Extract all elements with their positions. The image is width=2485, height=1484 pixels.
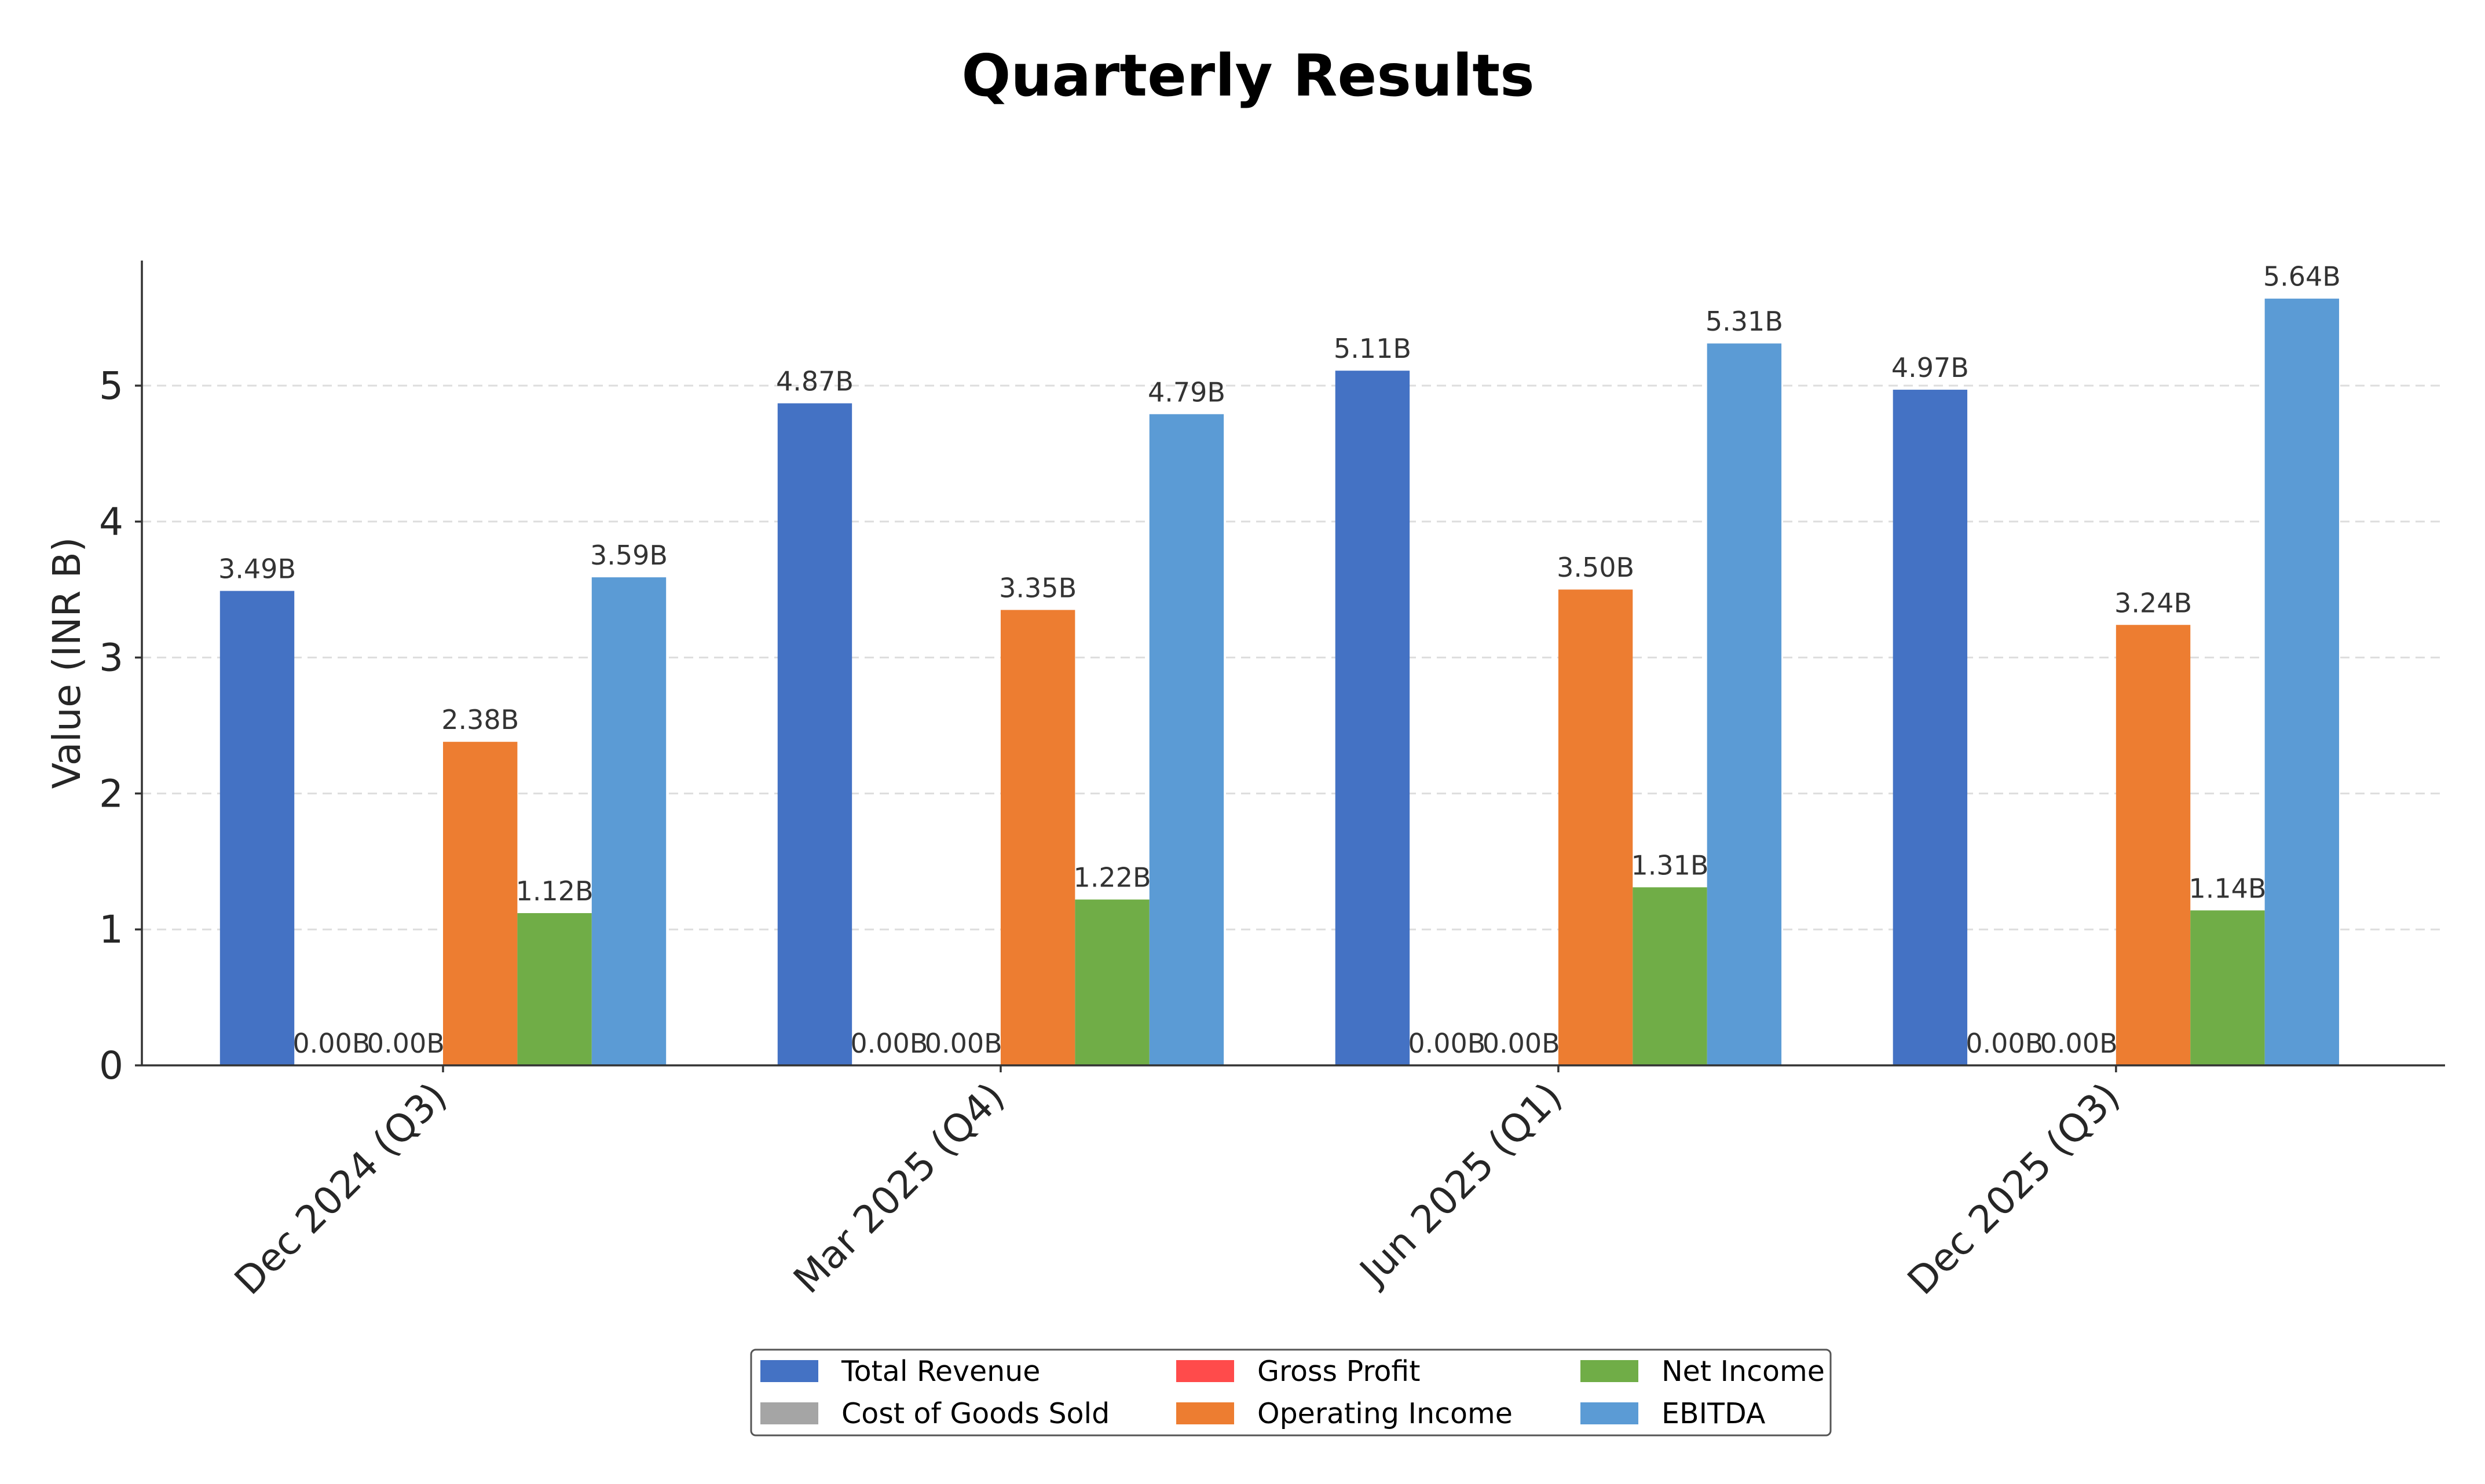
legend-label: Operating Income [1257, 1397, 1513, 1430]
bar [1149, 414, 1224, 1065]
data-label: 1.22B [1074, 862, 1151, 893]
bar [1707, 343, 1782, 1066]
data-label: 4.87B [776, 366, 854, 397]
bar [1000, 610, 1075, 1065]
data-label: 3.49B [218, 554, 296, 585]
bar [442, 742, 518, 1065]
bar [1335, 371, 1410, 1065]
bar [1558, 589, 1633, 1065]
bar [219, 591, 295, 1065]
data-label: 5.31B [1706, 306, 1783, 337]
grid-lines [142, 384, 2445, 930]
bar [2264, 298, 2340, 1066]
data-label: 3.59B [590, 540, 668, 571]
legend-label: Net Income [1661, 1355, 1825, 1388]
legend-swatch [1580, 1402, 1638, 1424]
bar [1893, 390, 1968, 1066]
y-tick-label: 4 [99, 500, 123, 544]
data-label: 1.14B [2188, 873, 2266, 904]
data-label: 4.79B [1148, 376, 1225, 408]
legend-swatch [1580, 1360, 1638, 1382]
x-tick-label: Dec 2024 (Q3) [226, 1074, 455, 1303]
y-tick-label: 2 [99, 771, 123, 816]
data-label: 3.35B [999, 572, 1077, 603]
bar [517, 913, 592, 1065]
y-tick-label: 0 [99, 1043, 123, 1088]
data-label: 0.00B [850, 1028, 928, 1059]
data-label: 0.00B [2040, 1028, 2118, 1059]
x-tick-label: Dec 2025 (Q3) [1899, 1074, 2128, 1303]
bar [777, 403, 852, 1066]
data-label: 0.00B [367, 1028, 445, 1059]
legend-label: Total Revenue [841, 1355, 1040, 1388]
y-tick-label: 1 [99, 907, 123, 952]
y-tick-label: 5 [99, 364, 123, 408]
data-label: 2.38B [441, 704, 519, 735]
bar [1633, 887, 1707, 1065]
chart-title: Quarterly Results [961, 42, 1534, 109]
legend-swatch [760, 1360, 818, 1382]
y-tick-label: 3 [99, 636, 123, 680]
legend-frame [750, 1349, 1832, 1437]
y-axis-label: Value (INR B) [45, 537, 89, 789]
data-label: 0.00B [292, 1028, 370, 1059]
data-label: 5.11B [1334, 333, 1411, 364]
data-label: 0.00B [925, 1028, 1002, 1059]
legend-label: Gross Profit [1257, 1355, 1420, 1388]
data-label: 3.50B [1557, 552, 1634, 583]
legend: Total Revenue Cost of Goods Sold Gross Pro… [750, 1349, 1832, 1437]
legend-swatch [1176, 1360, 1234, 1382]
bar [1075, 899, 1150, 1065]
legend-swatch [1176, 1402, 1234, 1424]
legend-label: EBITDA [1661, 1397, 1766, 1430]
bar [591, 577, 667, 1065]
bar [2190, 910, 2265, 1065]
data-label: 5.64B [2263, 261, 2341, 292]
data-label: 0.00B [1408, 1028, 1485, 1059]
x-tick-label: Jun 2025 (Q1) [1350, 1074, 1571, 1295]
data-label: 1.31B [1631, 849, 1709, 881]
data-label: 0.00B [1483, 1028, 1560, 1059]
data-label: 0.00B [1966, 1028, 2043, 1059]
data-label: 1.12B [516, 875, 594, 907]
x-tick-label: Mar 2025 (Q4) [785, 1074, 1013, 1302]
bars [219, 298, 2340, 1066]
data-label: 4.97B [1891, 352, 1969, 383]
legend-label: Cost of Goods Sold [841, 1397, 1110, 1430]
bar [2116, 625, 2191, 1065]
legend-swatch [760, 1402, 818, 1424]
data-label: 3.24B [2114, 587, 2192, 618]
